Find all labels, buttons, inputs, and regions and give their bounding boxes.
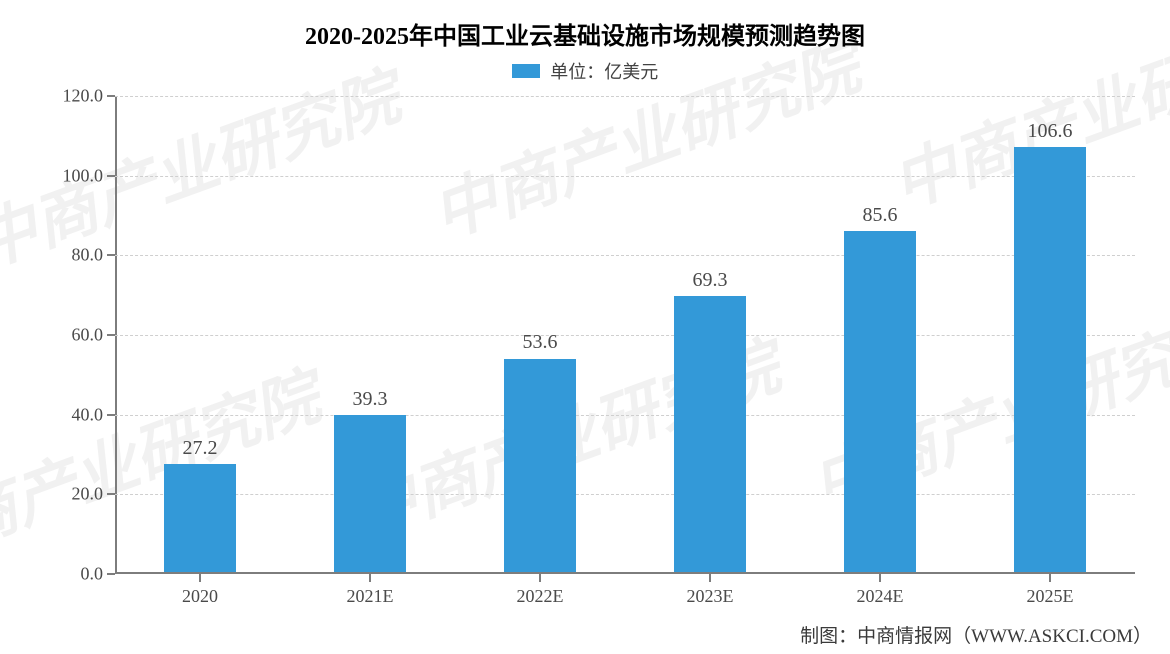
- bar-value-label: 39.3: [353, 388, 388, 411]
- gridline: [115, 176, 1135, 177]
- bar-value-label: 53.6: [523, 331, 558, 354]
- gridline: [115, 335, 1135, 336]
- y-tick-label: 100.0: [63, 165, 104, 186]
- x-tick-label: 2021E: [347, 586, 394, 607]
- bar: [334, 415, 405, 572]
- credit-line: 制图：中商情报网（WWW.ASKCI.COM）: [800, 621, 1152, 648]
- x-tick: [879, 574, 881, 582]
- legend-swatch: [512, 64, 540, 78]
- chart-legend: 单位：亿美元: [0, 58, 1170, 84]
- gridline: [115, 255, 1135, 256]
- bar: [164, 464, 235, 572]
- gridline: [115, 415, 1135, 416]
- bar-value-label: 27.2: [183, 437, 218, 460]
- y-tick: [107, 175, 115, 177]
- y-tick-label: 20.0: [72, 484, 104, 505]
- x-tick: [369, 574, 371, 582]
- x-tick-label: 2025E: [1027, 586, 1074, 607]
- bar-value-label: 106.6: [1028, 120, 1073, 143]
- x-axis: [115, 572, 1135, 574]
- legend-label: 单位：亿美元: [550, 58, 658, 84]
- x-tick: [539, 574, 541, 582]
- plot-area: 0.020.040.060.080.0100.0120.027.2202039.…: [115, 96, 1135, 574]
- y-tick: [107, 573, 115, 575]
- y-tick-label: 0.0: [81, 564, 104, 585]
- bar: [1014, 147, 1085, 572]
- y-tick-label: 60.0: [72, 325, 104, 346]
- y-tick-label: 120.0: [63, 86, 104, 107]
- bar: [844, 231, 915, 572]
- x-tick-label: 2024E: [857, 586, 904, 607]
- gridline: [115, 96, 1135, 97]
- y-tick: [107, 493, 115, 495]
- bar-value-label: 69.3: [693, 269, 728, 292]
- x-tick-label: 2020: [182, 586, 218, 607]
- y-tick: [107, 254, 115, 256]
- x-tick-label: 2022E: [517, 586, 564, 607]
- gridline: [115, 494, 1135, 495]
- x-tick: [1049, 574, 1051, 582]
- y-tick: [107, 334, 115, 336]
- y-tick: [107, 95, 115, 97]
- chart-container: 中商产业研究院 中商产业研究院 中商产业研究院 中商产业研究院 中商产业研究院 …: [0, 0, 1170, 654]
- y-tick-label: 40.0: [72, 404, 104, 425]
- y-tick-label: 80.0: [72, 245, 104, 266]
- bar: [674, 296, 745, 572]
- x-tick: [199, 574, 201, 582]
- y-tick: [107, 414, 115, 416]
- x-tick: [709, 574, 711, 582]
- chart-title: 2020-2025年中国工业云基础设施市场规模预测趋势图: [0, 16, 1170, 51]
- bar-value-label: 85.6: [863, 204, 898, 227]
- x-tick-label: 2023E: [687, 586, 734, 607]
- bar: [504, 359, 575, 573]
